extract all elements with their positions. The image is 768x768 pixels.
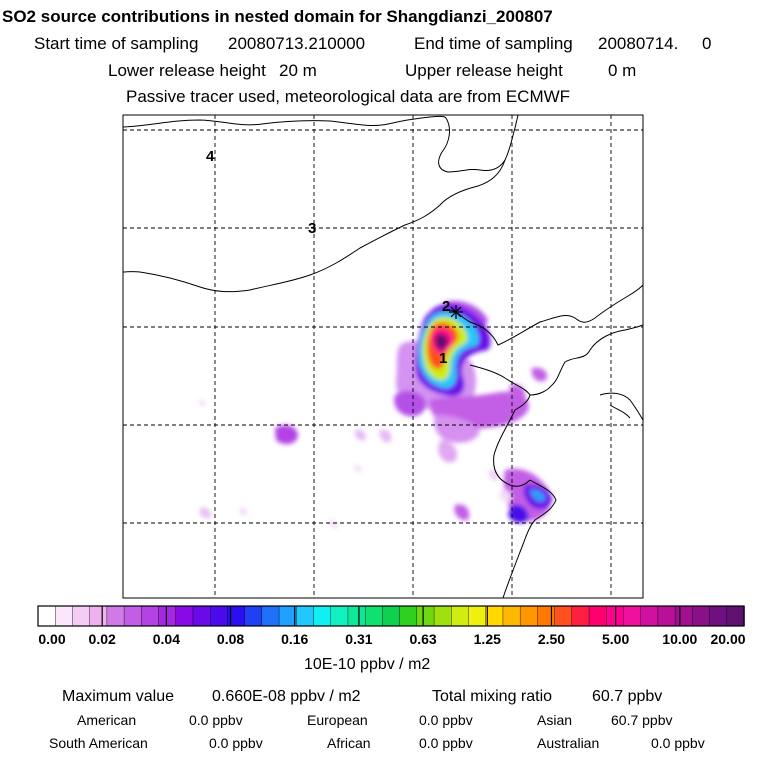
colorbar-tick-label: 0.63 bbox=[409, 632, 436, 646]
region-south-american-label: South American bbox=[49, 736, 148, 750]
region-american-label: American bbox=[77, 713, 136, 727]
region-european-label: European bbox=[307, 713, 368, 727]
colorbar-cell bbox=[314, 606, 332, 626]
colorbar-cell bbox=[365, 606, 383, 626]
region-european-value: 0.0 ppbv bbox=[419, 713, 473, 727]
colorbar-cell bbox=[124, 606, 142, 626]
colorbar-cell bbox=[90, 606, 108, 626]
colorbar-cell bbox=[38, 606, 56, 626]
colorbar-tick-label: 0.31 bbox=[345, 632, 372, 646]
colorbar-cell bbox=[176, 606, 194, 626]
colorbar-cell bbox=[658, 606, 676, 626]
region-asian-label: Asian bbox=[537, 713, 572, 727]
colorbar-cell bbox=[589, 606, 607, 626]
colorbar-cell bbox=[434, 606, 452, 626]
colorbar-cell bbox=[710, 606, 728, 626]
colorbar-cell bbox=[262, 606, 280, 626]
colorbar-cell bbox=[486, 606, 504, 626]
colorbar-cell bbox=[55, 606, 73, 626]
colorbar-cell bbox=[675, 606, 693, 626]
region-australian-label: Australian bbox=[537, 736, 599, 750]
colorbar-cell bbox=[503, 606, 521, 626]
colorbar-tick-label: 0.16 bbox=[281, 632, 308, 646]
colorbar-cell bbox=[245, 606, 263, 626]
colorbar-cell bbox=[331, 606, 349, 626]
region-australian-value: 0.0 ppbv bbox=[651, 736, 705, 750]
colorbar-cell bbox=[641, 606, 659, 626]
colorbar-cell bbox=[468, 606, 486, 626]
colorbar-cell bbox=[623, 606, 641, 626]
colorbar-units: 10E-10 ppbv / m2 bbox=[304, 657, 430, 673]
total-mixing-value: 60.7 ppbv bbox=[592, 689, 662, 705]
colorbar-cell bbox=[141, 606, 159, 626]
region-african-label: African bbox=[327, 736, 371, 750]
region-south-american-value: 0.0 ppbv bbox=[209, 736, 263, 750]
colorbar-tick-label: 20.00 bbox=[710, 632, 745, 646]
max-value: 0.660E-08 ppbv / m2 bbox=[212, 689, 361, 705]
colorbar bbox=[0, 0, 768, 768]
colorbar-cell bbox=[382, 606, 400, 626]
colorbar-cell bbox=[727, 606, 745, 626]
colorbar-tick-label: 10.00 bbox=[662, 632, 697, 646]
colorbar-tick-label: 5.00 bbox=[602, 632, 629, 646]
total-mixing-label: Total mixing ratio bbox=[432, 689, 552, 705]
colorbar-cell bbox=[107, 606, 125, 626]
colorbar-tick-label: 1.25 bbox=[474, 632, 501, 646]
colorbar-cell bbox=[210, 606, 228, 626]
colorbar-cell bbox=[555, 606, 573, 626]
colorbar-cell bbox=[692, 606, 710, 626]
colorbar-tick-label: 0.02 bbox=[89, 632, 116, 646]
colorbar-cell bbox=[572, 606, 590, 626]
colorbar-tick-label: 0.08 bbox=[217, 632, 244, 646]
colorbar-cell bbox=[537, 606, 555, 626]
region-asian-value: 60.7 ppbv bbox=[611, 713, 673, 727]
colorbar-tick-label: 0.04 bbox=[153, 632, 180, 646]
colorbar-cell bbox=[451, 606, 469, 626]
colorbar-cell bbox=[72, 606, 90, 626]
colorbar-cell bbox=[296, 606, 314, 626]
colorbar-cell bbox=[159, 606, 177, 626]
max-value-label: Maximum value bbox=[62, 689, 174, 705]
colorbar-cell bbox=[400, 606, 418, 626]
colorbar-cell bbox=[193, 606, 211, 626]
colorbar-cell bbox=[348, 606, 366, 626]
region-african-value: 0.0 ppbv bbox=[419, 736, 473, 750]
region-american-value: 0.0 ppbv bbox=[189, 713, 243, 727]
colorbar-cell bbox=[520, 606, 538, 626]
colorbar-tick-label: 0.00 bbox=[38, 632, 65, 646]
colorbar-cell bbox=[417, 606, 435, 626]
colorbar-tick-label: 2.50 bbox=[538, 632, 565, 646]
